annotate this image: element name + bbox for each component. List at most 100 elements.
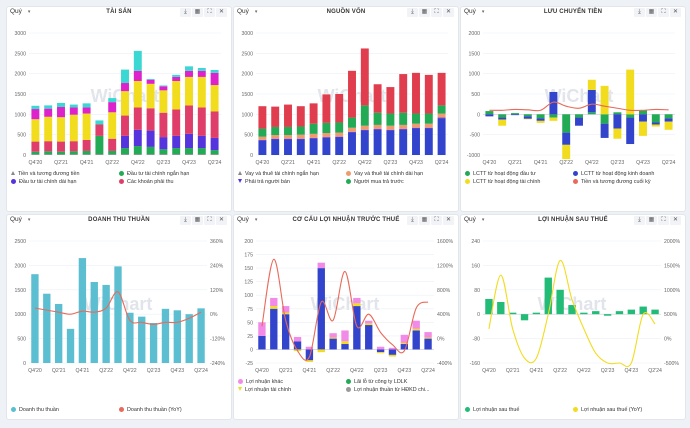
period-select[interactable]: Quý ▾ [10,216,30,223]
bar [54,303,63,363]
legend-item[interactable]: LCTT từ hoạt động tài chính [465,179,540,185]
bar [317,268,325,350]
legend-item[interactable]: Người mua trả trước [346,179,404,185]
bar [600,85,609,115]
x-tick-label: Q2'23 [601,368,615,374]
fullscreen-icon[interactable]: ⛶ [204,216,215,225]
bar [173,310,182,363]
table-icon[interactable]: ▦ [419,216,430,225]
period-select[interactable]: Quý ▾ [237,8,257,15]
bar [388,349,397,355]
legend-item[interactable]: Đầu tư tài chính ngắn hạn [119,171,189,177]
table-icon[interactable]: ▦ [192,216,203,225]
close-icon[interactable]: ✕ [670,8,681,17]
legend-item[interactable]: Tiền và tương đương tiền [11,171,79,177]
bar [210,111,219,138]
bar [90,281,98,363]
legend-swatch [465,407,470,412]
bar [549,114,558,118]
y-tick-label: 2500 [14,51,26,57]
legend-item[interactable]: Doanh thu thuần (YoY) [119,407,182,413]
bar [296,126,305,135]
period-label: Quý [10,216,22,223]
triangle-down-icon [238,179,242,183]
legend-label: LCTT từ hoạt động tài chính [473,179,541,185]
legend-item[interactable]: LCTT từ hoạt động đầu tư [465,171,536,177]
bar [437,118,446,155]
legend-item[interactable]: LCTT từ hoạt động kinh doanh [573,171,654,177]
legend-item[interactable]: Lợi nhuận tài chính [238,387,291,393]
close-icon[interactable]: ✕ [216,216,227,225]
bar [309,123,318,134]
close-icon[interactable]: ✕ [443,216,454,225]
legend-item[interactable]: Tiền và tương đương cuối kỳ [573,179,651,185]
bar [523,116,532,119]
period-select[interactable]: Quý ▾ [10,8,30,15]
bar [108,102,117,113]
bar [121,91,129,116]
legend-label: LCTT từ hoạt động đầu tư [473,171,536,177]
chart-canvas: WiChart050010001500200025003000Q4'20Q2'2… [241,31,448,166]
fullscreen-icon[interactable]: ⛶ [658,8,669,17]
bar [69,107,78,115]
bar [210,85,219,112]
legend-item[interactable]: Lợi nhuận thuần từ HĐKD chi... [346,387,429,393]
table-icon[interactable]: ▦ [646,216,657,225]
bar [159,137,168,150]
close-icon[interactable]: ✕ [443,8,454,17]
bar [400,344,409,350]
fullscreen-icon[interactable]: ⛶ [431,216,442,225]
y-tick-label: 0 [23,153,26,159]
x-tick-label: Q2'23 [147,368,161,374]
bar [309,138,318,155]
legend-item[interactable]: Vay và thuê tài chính ngắn hạn [238,171,319,177]
period-label: Quý [464,216,476,223]
legend-item[interactable]: Đầu tư tài chính dài hạn [11,179,77,185]
bar [360,129,369,131]
bar [341,341,349,345]
fullscreen-icon[interactable]: ⛶ [658,216,669,225]
y-tick-label: -1000 [467,153,480,159]
download-icon[interactable]: ⤓ [180,216,191,225]
legend-item[interactable]: Lợi nhuận sau thuế [465,407,519,413]
x-tick-label: Q4'22 [585,160,599,166]
period-label: Quý [237,216,249,223]
bar [121,154,129,155]
bar [43,293,51,363]
download-icon[interactable]: ⤓ [634,216,645,225]
legend-item[interactable]: Lợi nhuận khác [238,379,283,385]
bar [31,154,40,155]
download-icon[interactable]: ⤓ [407,8,418,17]
table-icon[interactable]: ▦ [192,8,203,17]
fullscreen-icon[interactable]: ⛶ [431,8,442,17]
fullscreen-icon[interactable]: ⛶ [204,8,215,17]
bar [360,130,369,155]
period-select[interactable]: Quý ▾ [237,216,257,223]
download-icon[interactable]: ⤓ [634,8,645,17]
close-icon[interactable]: ✕ [216,8,227,17]
y-tick-label: 2000 [14,263,26,269]
bar [133,107,142,130]
close-icon[interactable]: ✕ [670,216,681,225]
period-select[interactable]: Quý ▾ [464,216,484,223]
legend-swatch [119,179,124,184]
download-icon[interactable]: ⤓ [180,8,191,17]
legend-item[interactable]: Lợi nhuận sau thuế (YoY) [573,407,642,413]
legend-item[interactable]: Vay và thuê tài chính dài hạn [346,171,423,177]
period-select[interactable]: Quý ▾ [464,8,484,15]
legend-item[interactable]: Các khoản phải thu [119,179,173,185]
download-icon[interactable]: ⤓ [407,216,418,225]
bar [57,117,65,142]
bar [31,141,40,152]
y-tick-label: 500 [244,133,253,139]
y-tick-label: 0 [250,347,253,353]
bar [281,314,290,350]
legend-item[interactable]: Phải trả người bán [238,179,290,185]
legend-item[interactable]: Doanh thu thuần [11,407,59,413]
legend-item[interactable]: Lãi lỗ từ công ty LDLK [346,379,407,385]
bar [82,139,91,151]
table-icon[interactable]: ▦ [419,8,430,17]
bar [626,117,635,145]
bar [121,83,129,92]
table-icon[interactable]: ▦ [646,8,657,17]
